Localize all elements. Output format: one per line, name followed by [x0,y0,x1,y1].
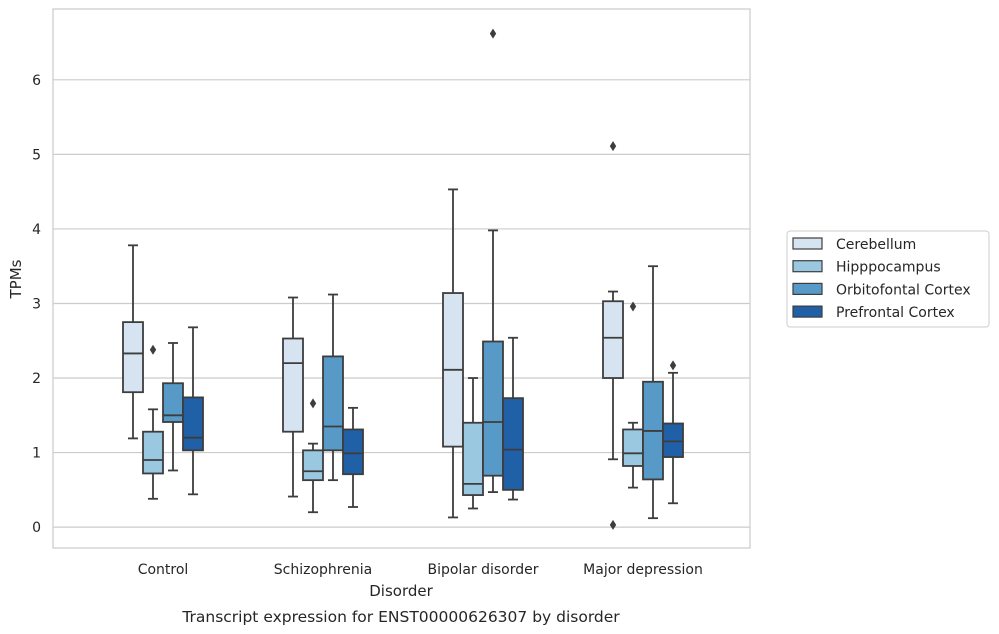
legend-entry-label: Hipppocampus [836,260,941,276]
box-iqr [342,428,364,476]
legend-entry-label: Orbitofontal Cortex [836,282,971,298]
x-tick-label: Schizophrenia [274,562,372,578]
outlier-point [669,360,677,371]
box-orbitofontal-cortex-3 [642,265,664,520]
box-hipppocampus-1 [302,398,324,514]
box-iqr [122,321,144,394]
y-tick-label: 3 [32,296,41,312]
box-layer [122,28,684,530]
box-cerebellum-2 [442,188,464,519]
box-orbitofontal-cortex-2 [482,28,504,493]
legend-entry-label: Cerebellum [836,237,916,253]
y-tick-label: 4 [32,222,41,238]
box-hipppocampus-0 [142,344,164,500]
y-tick-label: 6 [32,73,41,89]
box-iqr [622,428,644,467]
outlier-point [629,301,637,312]
outlier-point [489,28,497,39]
x-axis-label: Disorder [369,582,433,600]
legend: Cerebellum Hipppocampus Orbitofontal Corte… [786,230,990,328]
y-tick-label: 5 [32,147,41,163]
y-tick-label: 2 [32,371,41,387]
box-orbitofontal-cortex-0 [162,342,184,472]
box-prefrontal-cortex-1 [342,406,364,508]
box-prefrontal-cortex-3 [662,360,684,505]
y-tick-labels: 0 1 2 3 4 5 6 [32,73,41,536]
box-orbitofontal-cortex-1 [322,293,344,482]
y-tick-label: 1 [32,446,41,462]
box-iqr [482,340,504,477]
legend-swatch [792,305,823,318]
box-prefrontal-cortex-0 [182,326,204,496]
box-hipppocampus-2 [462,377,484,510]
box-iqr [302,449,324,482]
x-tick-labels: Control Schizophrenia Bipolar disorder Majo… [138,562,703,578]
box-hipppocampus-3 [622,301,644,489]
box-iqr [602,300,624,379]
x-tick-label: Control [138,562,189,578]
outlier-point [149,344,157,355]
box-cerebellum-1 [282,296,304,498]
legend-swatch [792,282,823,295]
legend-swatch [792,260,823,273]
box-cerebellum-3 [602,141,624,530]
plot-frame [52,8,751,549]
outlier-point [609,519,617,530]
box-iqr [182,396,204,452]
outlier-point [309,398,317,409]
y-tick-label: 0 [32,520,41,536]
box-cerebellum-0 [122,244,144,440]
box-prefrontal-cortex-2 [502,336,524,501]
outlier-point [609,141,617,152]
box-iqr [322,355,344,452]
x-tick-label: Bipolar disorder [427,562,538,578]
box-iqr [142,430,164,475]
box-iqr [502,397,524,491]
x-tick-label: Major depression [583,562,703,578]
chart-caption: Transcript expression for ENST0000062630… [181,608,620,626]
box-iqr [282,337,304,433]
y-axis-label: TPMs [7,259,25,299]
legend-entry-label: Prefrontal Cortex [836,305,955,321]
legend-frame [786,230,990,328]
legend-swatch [792,237,823,250]
grid-lines [53,79,750,528]
box-iqr [662,422,684,458]
